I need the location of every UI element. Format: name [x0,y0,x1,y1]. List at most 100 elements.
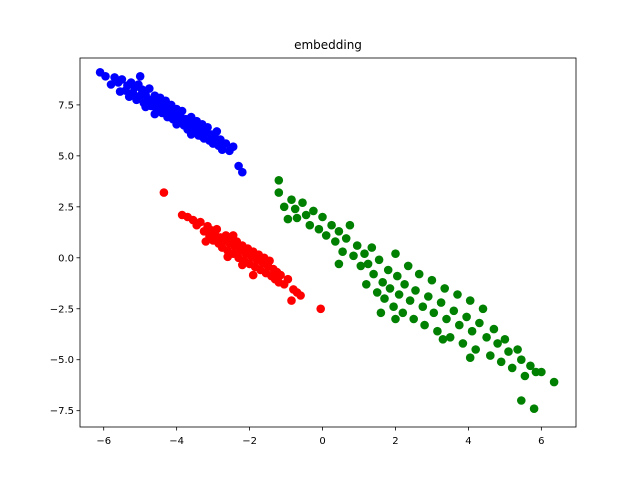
data-point-s2-67 [489,324,499,334]
data-point-s2-19 [345,220,355,230]
data-point-s2-61 [467,326,477,336]
y-tick-label: 2.5 [58,202,74,213]
x-tick-label: −2 [242,436,257,447]
data-point-s2-56 [453,290,462,299]
data-point-s1-5 [196,217,205,227]
data-point-s2-36 [393,271,402,281]
data-point-s1-59 [228,231,238,240]
data-point-s1-52 [296,291,305,300]
data-point-s2-33 [385,284,395,293]
data-point-s2-3 [283,214,293,224]
data-point-s2-68 [493,339,502,348]
y-tick-label: −7.5 [50,406,74,417]
data-point-s2-35 [391,249,400,258]
x-tick-label: 4 [465,436,471,447]
data-point-s2-76 [526,361,535,371]
data-point-s0-65 [238,167,247,177]
data-point-s2-24 [362,280,371,289]
y-tick-label: 7.5 [58,100,74,111]
x-tick-label: 6 [538,436,544,447]
y-tick-label: −2.5 [50,304,74,315]
data-point-s2-86 [334,259,344,269]
data-point-s2-55 [449,306,459,316]
data-point-s2-34 [389,302,398,312]
data-point-s2-48 [427,275,437,285]
data-point-s2-21 [352,241,362,250]
data-point-s0-20 [145,84,154,93]
data-point-s1-53 [287,296,296,305]
data-point-s2-25 [363,259,373,269]
data-point-s2-39 [400,280,409,289]
data-point-s1-41 [265,256,274,266]
data-point-s0-67 [172,120,181,129]
data-point-s0-69 [115,87,125,96]
data-point-s0-61 [221,139,231,148]
y-tick-label: 5.0 [58,151,74,162]
data-point-s2-7 [298,198,307,207]
data-point-s1-58 [201,237,211,246]
data-point-s2-10 [309,206,318,216]
data-point-s0-14 [135,72,145,81]
x-tick-label: 0 [319,436,325,447]
data-point-s2-45 [418,302,428,312]
data-point-s2-65 [482,333,491,342]
data-point-s2-37 [394,290,404,299]
data-point-s2-23 [360,249,369,258]
data-point-s2-72 [507,363,517,373]
data-point-s2-44 [414,269,424,279]
data-point-s2-53 [442,314,451,324]
data-point-s0-57 [212,127,222,136]
data-point-s2-38 [398,308,408,318]
data-point-s2-20 [349,251,358,261]
data-point-s2-17 [338,247,347,256]
data-point-s0-68 [186,130,196,139]
data-point-s2-75 [520,371,530,381]
y-tick-label: −5.0 [50,355,74,366]
data-point-s2-8 [301,210,311,220]
data-point-s2-59 [462,312,471,322]
data-point-s2-42 [409,314,419,324]
data-point-s1-54 [316,304,326,314]
data-point-s2-32 [383,265,393,275]
data-point-s2-30 [378,278,388,287]
data-point-s0-5 [117,75,127,84]
data-point-s1-55 [223,252,232,262]
data-point-s2-63 [475,318,484,328]
data-point-s2-31 [380,294,389,303]
data-point-s2-73 [513,345,522,354]
data-point-s2-80 [517,396,526,405]
data-point-s2-69 [496,357,506,367]
data-point-s2-41 [405,296,415,305]
data-point-s2-9 [305,220,315,230]
axes-frame [79,57,577,428]
data-point-s0-71 [197,132,207,141]
data-point-s2-14 [327,220,336,230]
data-point-s2-60 [465,296,475,305]
data-point-s2-82 [376,308,386,318]
data-point-s2-51 [436,298,446,307]
data-point-s2-29 [374,255,384,265]
data-point-s2-12 [318,212,327,222]
data-point-s2-40 [403,261,413,271]
data-point-s2-54 [445,333,455,342]
data-point-s2-46 [420,320,429,330]
data-point-s2-0 [274,176,284,185]
data-point-s0-64 [234,161,243,171]
data-point-s1-57 [248,270,258,280]
data-point-s2-43 [411,286,420,295]
data-point-s2-85 [465,353,475,363]
data-point-s2-66 [486,351,495,360]
data-point-s0-70 [141,102,150,112]
data-point-s2-11 [314,224,324,234]
data-point-s2-71 [504,347,513,356]
data-point-s2-28 [372,288,382,297]
x-tick-label: −4 [169,436,184,447]
data-point-s2-22 [356,261,366,271]
data-point-s2-5 [290,204,300,214]
data-point-s2-52 [440,284,450,293]
data-point-s2-74 [517,355,526,365]
data-point-s2-4 [287,195,296,204]
data-point-s0-52 [203,123,212,132]
data-point-s1-0 [159,188,169,197]
